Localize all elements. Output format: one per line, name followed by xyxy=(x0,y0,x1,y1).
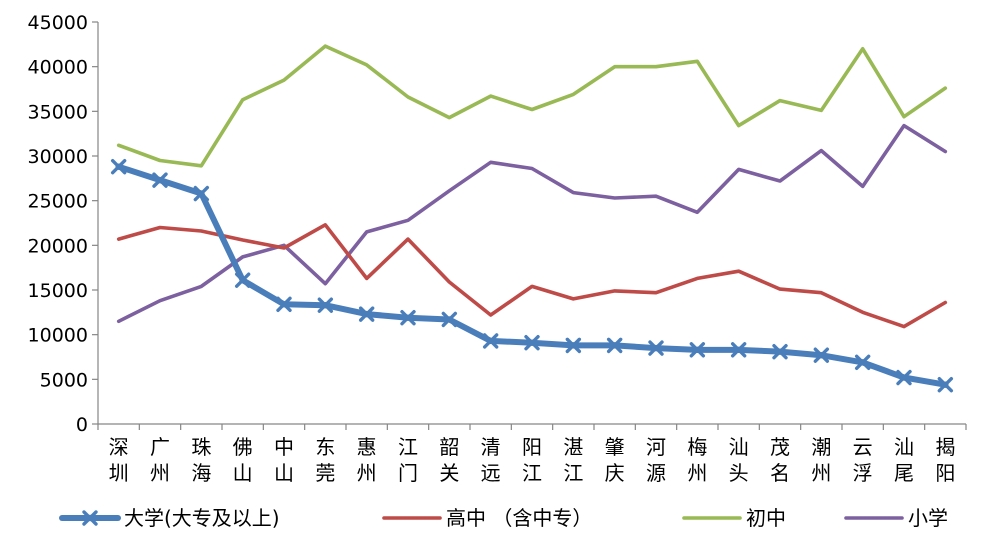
series-1-point xyxy=(854,354,871,371)
series-1-point xyxy=(689,342,706,358)
series-1-point xyxy=(193,185,210,202)
legend-item-4: 小学 xyxy=(844,506,948,530)
series-1-point xyxy=(276,296,292,312)
series-1-point xyxy=(110,159,127,175)
x-category-label: 肇庆 xyxy=(605,435,625,485)
y-tick-label: 30000 xyxy=(28,146,88,168)
series-1-point xyxy=(234,272,251,288)
legend-label: 小学 xyxy=(908,506,948,530)
series-1-point xyxy=(730,342,747,358)
series-1-point xyxy=(896,369,912,386)
y-tick-labels: 0 5000 10000 15000 20000 25000 30000 35000 40000… xyxy=(28,12,88,436)
legend: 大学(大专及以上) 高中 （含中专） 初中 小学 xyxy=(59,506,948,530)
series-4-line xyxy=(116,123,948,324)
x-category-label: 梅州 xyxy=(687,435,707,485)
y-tick-label: 15000 xyxy=(28,280,88,302)
x-category-label: 河源 xyxy=(646,435,666,485)
series-1 xyxy=(110,159,954,393)
x-category-label: 湛江 xyxy=(563,435,583,485)
series-3-line xyxy=(116,44,948,168)
series-1-point xyxy=(358,306,375,322)
legend-marker xyxy=(82,510,98,526)
x-category-label: 惠州 xyxy=(357,435,377,485)
series-2-line xyxy=(116,223,948,329)
x-category-label: 汕尾 xyxy=(894,435,914,485)
series-1-point xyxy=(813,347,830,363)
x-category-label: 佛山 xyxy=(233,435,253,485)
x-category-label: 阳江 xyxy=(522,435,542,485)
x-category-label: 中山 xyxy=(274,435,294,485)
series-1-point xyxy=(152,172,168,188)
x-category-label: 珠海 xyxy=(191,435,211,485)
series-1-line xyxy=(115,163,949,388)
y-tick-label: 5000 xyxy=(40,369,88,391)
legend-label: 大学(大专及以上) xyxy=(124,506,280,530)
x-category-label: 江门 xyxy=(398,435,418,485)
axes xyxy=(92,21,967,430)
x-category-label: 广州 xyxy=(150,435,170,485)
y-tick-label: 0 xyxy=(76,414,88,436)
y-tick-label: 25000 xyxy=(28,191,88,213)
legend-item-2: 高中 （含中专） xyxy=(382,506,592,530)
y-tick-label: 40000 xyxy=(28,57,88,79)
x-category-label: 深圳 xyxy=(109,435,129,485)
series-1-point xyxy=(524,335,540,351)
y-tick-label: 45000 xyxy=(28,12,88,34)
x-category-label: 云浮 xyxy=(853,435,873,485)
x-category-label: 东莞 xyxy=(315,435,335,485)
series-2 xyxy=(116,223,948,329)
series-1-point xyxy=(441,311,458,328)
series-1-point xyxy=(482,333,499,349)
series-1-point xyxy=(565,337,582,354)
x-category-label: 韶关 xyxy=(439,435,459,485)
legend-item-1: 大学(大专及以上) xyxy=(59,506,280,530)
legend-label: 初中 xyxy=(746,506,786,530)
series-1-point xyxy=(400,309,416,326)
series-4 xyxy=(116,123,948,324)
y-tick-label: 10000 xyxy=(28,325,88,347)
series-layer xyxy=(110,44,954,393)
x-category-label: 揭阳 xyxy=(935,435,955,485)
legend-item-3: 初中 xyxy=(682,506,786,530)
series-1-point xyxy=(937,376,954,393)
x-category-label: 清远 xyxy=(481,435,501,485)
x-category-label: 潮州 xyxy=(811,435,831,485)
series-3 xyxy=(116,44,948,168)
y-tick-label: 20000 xyxy=(28,235,88,257)
series-1-point xyxy=(648,340,664,356)
series-1-point xyxy=(772,343,788,360)
x-category-label: 茂名 xyxy=(770,435,790,485)
series-1-point xyxy=(317,297,334,313)
y-tick-label: 35000 xyxy=(28,101,88,123)
x-category-label: 汕头 xyxy=(729,435,749,485)
legend-label: 高中 （含中专） xyxy=(446,506,592,530)
x-category-labels: 深圳广州珠海佛山中山东莞惠州江门韶关清远阳江湛江肇庆河源梅州汕头茂名潮州云浮汕尾… xyxy=(109,435,956,485)
series-1-point xyxy=(606,337,623,354)
